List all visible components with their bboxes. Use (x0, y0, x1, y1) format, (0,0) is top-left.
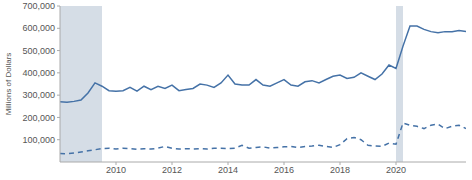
svg-text:2020: 2020 (386, 165, 406, 175)
svg-text:Millions of Dollars: Millions of Dollars (8, 53, 13, 116)
svg-text:2018: 2018 (330, 165, 350, 175)
svg-text:2014: 2014 (218, 165, 238, 175)
svg-text:2010: 2010 (106, 165, 126, 175)
svg-text:700,000: 700,000 (22, 1, 55, 11)
svg-text:300,000: 300,000 (22, 90, 55, 100)
svg-text:100,000: 100,000 (22, 135, 55, 145)
svg-text:2012: 2012 (162, 165, 182, 175)
svg-text:400,000: 400,000 (22, 68, 55, 78)
svg-text:600,000: 600,000 (22, 23, 55, 33)
svg-text:200,000: 200,000 (22, 113, 55, 123)
svg-text:2016: 2016 (274, 165, 294, 175)
svg-text:500,000: 500,000 (22, 46, 55, 56)
